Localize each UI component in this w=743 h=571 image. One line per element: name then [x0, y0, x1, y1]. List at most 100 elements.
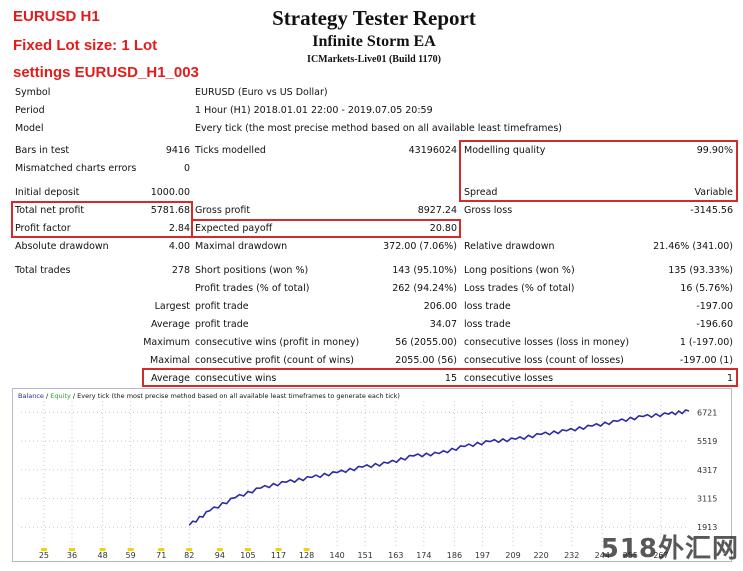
mismatch-value: 0 — [183, 163, 190, 174]
bars-value: 9416 — [165, 145, 190, 156]
ea-name: Infinite Storm EA — [312, 33, 436, 50]
period-value: 1 Hour (H1) 2018.01.01 22:00 - 2019.07.0… — [195, 105, 433, 116]
period-label: Period — [15, 105, 45, 116]
max-consecutive-wins-label: consecutive wins (profit in money) — [195, 337, 360, 348]
max-consecutive-losses-value: 1 (-197.00) — [679, 337, 733, 348]
short-positions-label: Short positions (won %) — [195, 265, 309, 276]
net-profit-label: Total net profit — [15, 205, 85, 216]
legend-equity: Equity — [50, 392, 71, 400]
x-tick-label: 197 — [475, 551, 490, 560]
volume-mark — [244, 548, 251, 551]
profit-factor-value: 2.84 — [168, 223, 190, 234]
ticks-label: Ticks modelled — [195, 145, 266, 156]
loss-trades-value: 16 (5.76%) — [680, 283, 733, 294]
maximal-drawdown-value: 372.00 (7.06%) — [383, 241, 457, 252]
x-tick-label: 163 — [388, 551, 403, 560]
deposit-value: 1000.00 — [150, 187, 190, 198]
maximum-prefix: Maximum — [143, 337, 190, 348]
x-tick-label: 25 — [39, 551, 49, 560]
x-tick-label: 232 — [564, 551, 579, 560]
x-tick-label: 186 — [447, 551, 462, 560]
gross-loss-label: Gross loss — [464, 205, 513, 216]
loss-trades-label: Loss trades (% of total) — [464, 283, 575, 294]
x-tick-label: 255 — [623, 551, 638, 560]
server-build: ICMarkets-Live01 (Build 1170) — [307, 54, 441, 65]
y-tick-label: 6721 — [697, 408, 717, 417]
volume-mark — [99, 548, 106, 551]
maximal-consecutive-profit-value: 2055.00 (56) — [395, 355, 457, 366]
long-positions-value: 135 (93.33%) — [668, 265, 733, 276]
y-tick-label: 4317 — [697, 466, 717, 475]
y-tick-label: 3115 — [697, 495, 717, 504]
x-tick-label: 151 — [358, 551, 373, 560]
average-loss-label: loss trade — [464, 319, 511, 330]
balance-chart: Balance / Equity / Every tick (the most … — [12, 388, 732, 562]
x-tick-label: 140 — [330, 551, 345, 560]
pair-annotation: EURUSD H1 — [13, 8, 100, 25]
lot-annotation: Fixed Lot size: 1 Lot — [13, 37, 158, 54]
average-consecutive-wins-value: 15 — [444, 373, 457, 384]
volume-mark — [127, 548, 134, 551]
average-consecutive-losses-label: consecutive losses — [464, 373, 554, 384]
symbol-value: EURUSD (Euro vs US Dollar) — [195, 87, 328, 98]
ticks-value: 43196024 — [408, 145, 457, 156]
maximal-consecutive-profit-label: consecutive profit (count of wins) — [195, 355, 355, 366]
x-tick-label: 36 — [67, 551, 77, 560]
max-consecutive-wins-value: 56 (2055.00) — [395, 337, 457, 348]
expected-payoff-highlight — [191, 219, 461, 238]
average-loss-value: -196.60 — [696, 319, 733, 330]
profit-trades-value: 262 (94.24%) — [392, 283, 457, 294]
volume-mark — [158, 548, 165, 551]
average-consecutive-wins-label: consecutive wins — [195, 373, 277, 384]
largest-prefix: Largest — [154, 301, 190, 312]
symbol-label: Symbol — [15, 87, 51, 98]
volume-mark — [275, 548, 282, 551]
volume-mark — [186, 548, 193, 551]
x-tick-label: 209 — [505, 551, 520, 560]
x-tick-label: 117 — [271, 551, 286, 560]
total-trades-label: Total trades — [15, 265, 71, 276]
x-tick-label: 94 — [215, 551, 225, 560]
x-tick-label: 105 — [240, 551, 255, 560]
deposit-label: Initial deposit — [15, 187, 80, 198]
spread-value: Variable — [694, 187, 733, 198]
x-tick-label: 244 — [595, 551, 610, 560]
largest-profit-value: 206.00 — [423, 301, 457, 312]
maximal-consecutive-loss-value: -197.00 (1) — [679, 355, 733, 366]
average-consecutive-prefix: Average — [150, 373, 190, 384]
average-consecutive-losses-value: 1 — [726, 373, 733, 384]
maximal-consecutive-loss-label: consecutive loss (count of losses) — [464, 355, 624, 366]
volume-mark — [68, 548, 75, 551]
x-tick-label: 220 — [533, 551, 548, 560]
gross-loss-value: -3145.56 — [690, 205, 733, 216]
legend-separator: / — [43, 392, 51, 400]
maximal-prefix: Maximal — [150, 355, 190, 366]
average-profit-value: 34.07 — [429, 319, 457, 330]
quality-value: 99.90% — [696, 145, 733, 156]
short-positions-value: 143 (95.10%) — [392, 265, 457, 276]
model-label: Model — [15, 123, 44, 134]
x-tick-label: 128 — [299, 551, 314, 560]
profit-trades-label: Profit trades (% of total) — [195, 283, 310, 294]
largest-loss-value: -197.00 — [696, 301, 733, 312]
largest-profit-label: profit trade — [195, 301, 249, 312]
max-consecutive-losses-label: consecutive losses (loss in money) — [464, 337, 630, 348]
long-positions-label: Long positions (won %) — [464, 265, 575, 276]
relative-drawdown-value: 21.46% (341.00) — [653, 241, 733, 252]
y-tick-label: 1913 — [697, 523, 717, 532]
x-tick-label: 267 — [653, 551, 668, 560]
y-tick-label: 5519 — [697, 437, 717, 446]
absolute-drawdown-value: 4.00 — [168, 241, 190, 252]
average-prefix: Average — [150, 319, 190, 330]
largest-loss-label: loss trade — [464, 301, 511, 312]
settings-annotation: settings EURUSD_H1_003 — [13, 64, 199, 81]
volume-mark — [303, 548, 310, 551]
relative-drawdown-label: Relative drawdown — [464, 241, 555, 252]
average-consecutive-highlight — [142, 368, 738, 387]
bars-label: Bars in test — [15, 145, 70, 156]
series-line-balance — [188, 409, 690, 526]
expected-payoff-value: 20.80 — [429, 223, 457, 234]
x-tick-label: 82 — [184, 551, 194, 560]
watermark-logo: 518外汇网 — [600, 534, 739, 564]
profit-factor-label: Profit factor — [15, 223, 71, 234]
